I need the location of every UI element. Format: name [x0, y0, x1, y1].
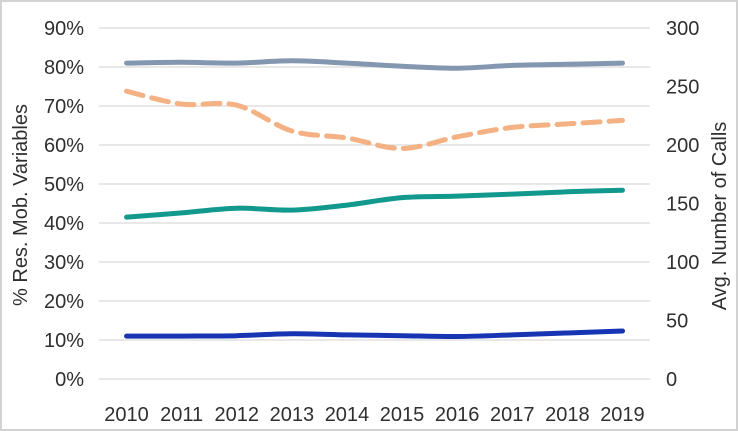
- right-axis-title: Avg. Number of Calls: [709, 122, 731, 311]
- left-axis-title: % Res. Mob. Variables: [10, 104, 32, 306]
- y-axis-right-tick-label: 250: [666, 77, 699, 99]
- x-axis-tick-label: 2016: [435, 404, 480, 426]
- y-axis-left-tick-label: 90%: [44, 18, 84, 40]
- y-axis-left-tick-label: 40%: [44, 213, 84, 235]
- y-axis-left-tick-label: 80%: [44, 57, 84, 79]
- series-line-2: [124, 187, 625, 220]
- x-axis-tick-label: 2011: [160, 404, 203, 426]
- y-axis-right-tick-label: 100: [666, 252, 699, 274]
- y-axis-left-tick-label: 30%: [44, 252, 84, 274]
- series-line-0: [124, 58, 625, 71]
- series-line-1: [124, 88, 625, 152]
- y-axis-right-tick-label: 200: [666, 135, 699, 157]
- x-axis-tick-label: 2018: [545, 404, 590, 426]
- x-axis-tick-label: 2012: [215, 404, 260, 426]
- x-axis-tick-label: 2010: [104, 404, 149, 426]
- x-axis-tick-label: 2019: [600, 404, 645, 426]
- x-axis-tick-label: 2017: [490, 404, 535, 426]
- y-axis-left-tick-labels: 0% 10% 20% 30% 40% 50% 60% 70% 80% 90%: [44, 18, 84, 391]
- y-axis-left-tick-label: 50%: [44, 174, 84, 196]
- y-axis-left-tick-label: 70%: [44, 96, 84, 118]
- y-axis-right-tick-label: 150: [666, 194, 699, 216]
- x-axis-tick-labels: 2010 2011 2012 2013 2014 2015 2016 2017 2018 2019: [104, 404, 644, 426]
- y-axis-right-tick-label: 50: [666, 311, 688, 333]
- x-axis-tick-label: 2013: [270, 404, 315, 426]
- y-axis-left-tick-label: 0%: [55, 369, 84, 391]
- y-axis-right-tick-label: 0: [666, 369, 677, 391]
- series-lines: [124, 58, 625, 340]
- x-axis-tick-label: 2015: [380, 404, 425, 426]
- y-axis-left-tick-label: 20%: [44, 291, 84, 313]
- y-axis-right-tick-label: 300: [666, 18, 699, 40]
- y-axis-left-tick-label: 60%: [44, 135, 84, 157]
- y-axis-right-tick-labels: 0 50 100 150 200 250 300: [666, 18, 699, 391]
- y-axis-left-tick-label: 10%: [44, 330, 84, 352]
- series-line-3: [124, 328, 625, 340]
- x-axis-tick-label: 2014: [325, 404, 370, 426]
